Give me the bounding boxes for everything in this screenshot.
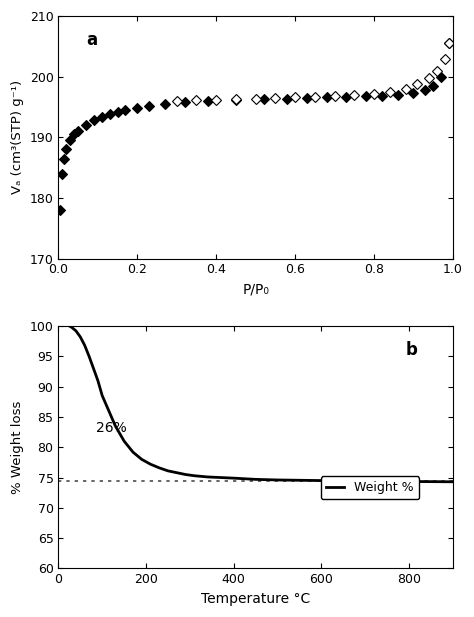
X-axis label: Temperature °C: Temperature °C [201, 592, 310, 606]
Text: 26%: 26% [96, 421, 127, 435]
Y-axis label: Vₐ (cm³(STP) g⁻¹): Vₐ (cm³(STP) g⁻¹) [11, 80, 24, 194]
X-axis label: P/P₀: P/P₀ [242, 282, 269, 296]
Text: a: a [86, 31, 97, 49]
Text: b: b [406, 341, 418, 358]
Legend: Weight %: Weight % [321, 476, 419, 499]
Y-axis label: % Weight loss: % Weight loss [11, 400, 24, 494]
